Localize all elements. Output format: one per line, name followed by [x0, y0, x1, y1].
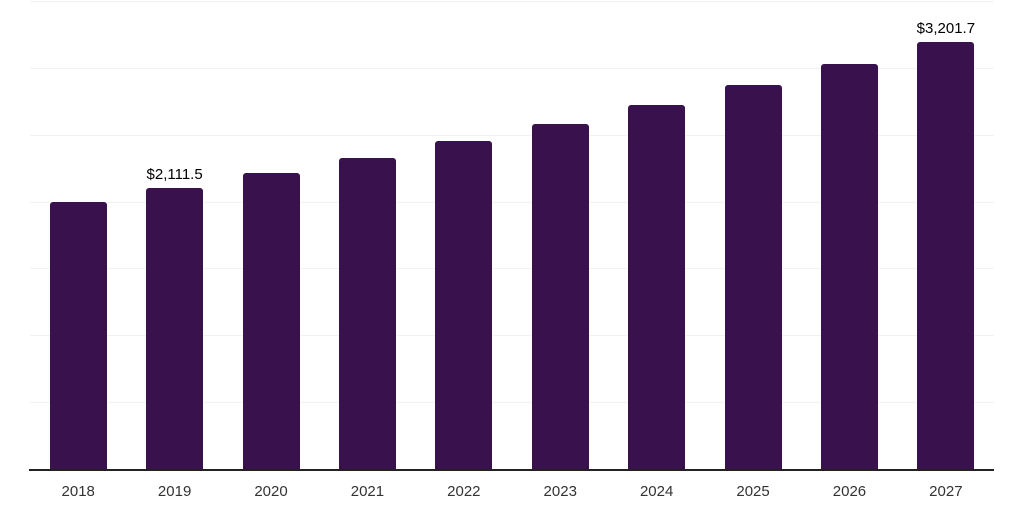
bar-column-2026 [801, 2, 897, 470]
bar-column-2018 [30, 2, 126, 470]
plot-area: $2,111.5 $3,201.7 [30, 1, 994, 470]
x-tick-label-2023: 2023 [543, 483, 577, 500]
bar-2027 [917, 41, 975, 470]
bar-2025 [724, 84, 782, 470]
bar-column-2027: $3,201.7 [898, 2, 994, 470]
bar-2026 [820, 64, 878, 470]
bar-2023 [531, 123, 589, 470]
bar-column-2020 [223, 2, 319, 470]
gridline-500 [30, 402, 994, 404]
bar-column-2024 [608, 2, 704, 470]
bar-2018 [49, 201, 107, 470]
bar-column-2021 [319, 2, 415, 470]
bar-2019 [146, 187, 204, 470]
bar-value-label-2027: $3,201.7 [916, 19, 976, 37]
x-tick-label-2018: 2018 [61, 483, 95, 500]
bar-column-2025 [705, 2, 801, 470]
gridline-3500 [30, 1, 994, 2]
x-tick-label-2026: 2026 [832, 483, 867, 500]
x-axis-labels: 2018 2019 2020 2021 2022 2023 2024 2025 2026 2027 [30, 484, 994, 499]
x-tick-label-2021: 2021 [350, 483, 385, 500]
x-tick-label-2020: 2020 [254, 483, 288, 500]
bar-column-2022 [416, 2, 512, 470]
x-tick-label-2025: 2025 [736, 483, 770, 500]
bar-value-label-2019: $2,111.5 [146, 165, 203, 183]
bar-2024 [628, 104, 686, 470]
gridline-1500 [30, 268, 994, 270]
bar-column-2019: $2,111.5 [126, 2, 222, 470]
x-tick-label-2019: 2019 [157, 483, 192, 500]
bar-2020 [242, 173, 300, 470]
x-tick-label-2022: 2022 [447, 483, 481, 500]
bar-2022 [435, 141, 493, 470]
x-tick-label-2024: 2024 [639, 483, 674, 500]
bars-container: $2,111.5 $3,201.7 [30, 2, 994, 470]
gridline-2500 [30, 134, 994, 136]
bar-column-2023 [512, 2, 608, 470]
gridline-2000 [30, 201, 994, 203]
gridline-3000 [30, 67, 994, 69]
x-axis-line [29, 469, 994, 471]
x-tick-label-2027: 2027 [929, 483, 963, 500]
gridline-1000 [30, 335, 994, 337]
bar-2021 [338, 157, 396, 470]
